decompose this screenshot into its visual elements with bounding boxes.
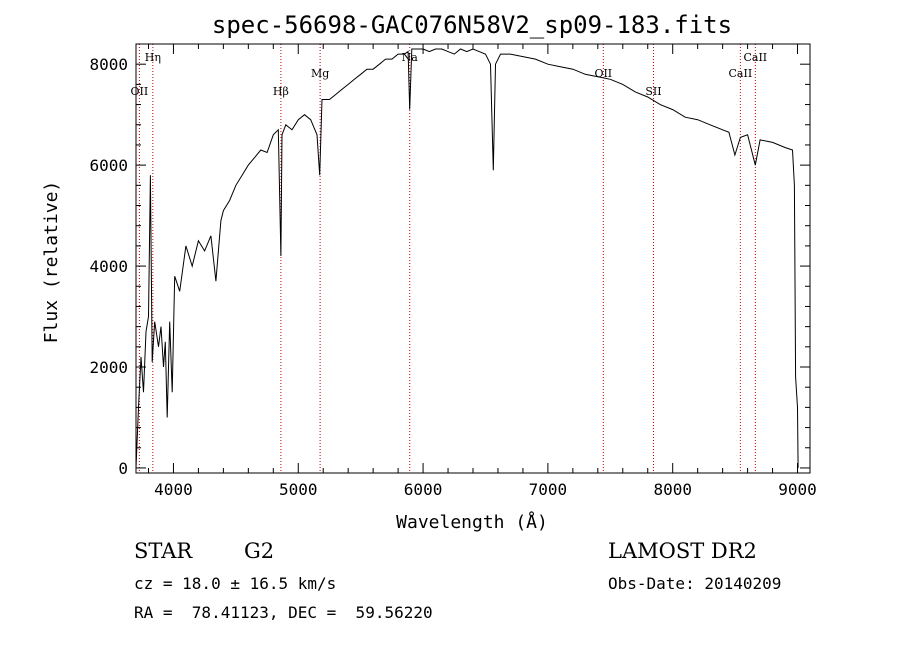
line-marker-label: CaII — [743, 51, 767, 64]
y-tick-label: 2000 — [89, 358, 128, 377]
line-marker-label: Na — [402, 51, 419, 64]
y-tick-label: 4000 — [89, 257, 128, 276]
line-marker-label: CaII — [729, 67, 753, 80]
line-marker-label: Hη — [145, 51, 161, 64]
spectral-class: STAR — [134, 539, 193, 563]
x-tick-label: 8000 — [653, 480, 692, 499]
line-marker-label: Mg — [311, 67, 329, 80]
line-marker-label: SII — [645, 85, 661, 98]
survey-release: LAMOST DR2 — [608, 539, 757, 563]
sky-coordinates: RA = 78.41123, DEC = 59.56220 — [134, 603, 433, 622]
x-tick-label: 5000 — [279, 480, 318, 499]
x-tick-label: 4000 — [154, 480, 193, 499]
y-tick-label: 6000 — [89, 156, 128, 175]
x-axis-label: Wavelength (Å) — [396, 511, 548, 533]
y-tick-label: 8000 — [89, 55, 128, 74]
chart-title: spec-56698-GAC076N58V2_sp09-183.fits — [212, 11, 732, 39]
x-tick-label: 9000 — [778, 480, 817, 499]
redshift-velocity: cz = 18.0 ± 16.5 km/s — [134, 574, 337, 593]
spectral-subclass: G2 — [244, 539, 275, 563]
line-marker-label: Hβ — [273, 85, 289, 98]
y-tick-label: 0 — [118, 459, 128, 478]
axes: 4000 5000 6000 7000 8000 9000 0 2000 4000 6000 800… — [89, 43, 817, 499]
line-marker-label: OII — [131, 85, 149, 98]
x-tick-label: 6000 — [404, 480, 443, 499]
x-tick-label: 7000 — [529, 480, 568, 499]
y-axis-label: Flux (relative) — [41, 181, 62, 344]
plot-frame — [135, 43, 811, 474]
spectrum-line — [135, 48, 799, 469]
observation-date: Obs-Date: 20140209 — [608, 574, 782, 593]
